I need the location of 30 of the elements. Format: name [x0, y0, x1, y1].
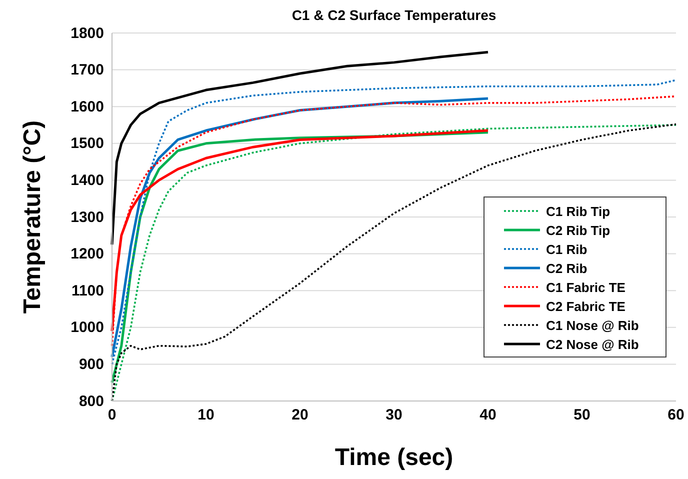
- y-tick-label: 1000: [70, 319, 104, 336]
- legend-label: C2 Rib Tip: [546, 223, 610, 238]
- legend-label: C2 Fabric TE: [546, 299, 626, 314]
- y-tick-label: 1300: [70, 208, 104, 226]
- x-tick-label: 50: [574, 406, 590, 424]
- y-tick-label: 1100: [71, 282, 104, 300]
- x-tick-label: 60: [668, 406, 684, 424]
- y-tick-label: 1500: [70, 135, 104, 152]
- y-tick-label: 1800: [70, 24, 104, 42]
- y-tick-label: 800: [78, 392, 104, 410]
- chart-title: C1 & C2 Surface Temperatures: [292, 7, 496, 23]
- y-tick-label: 1600: [70, 98, 104, 116]
- x-tick-label: 30: [386, 406, 402, 424]
- x-tick-label: 0: [108, 406, 116, 424]
- y-tick-label: 1700: [70, 62, 104, 79]
- legend-label: C2 Rib: [546, 261, 588, 276]
- legend-label: C1 Rib Tip: [546, 204, 610, 219]
- x-tick-label: 20: [292, 406, 308, 424]
- line-series: [110, 50, 490, 246]
- y-tick-label: 1400: [70, 172, 104, 189]
- x-axis-title: Time (sec): [334, 444, 454, 471]
- legend-label: C2 Nose @ Rib: [546, 337, 639, 352]
- legend-label: C1 Nose @ Rib: [546, 318, 639, 333]
- legend-label: C1 Rib: [546, 242, 588, 257]
- y-tick-label: 900: [78, 356, 104, 373]
- y-tick-label: 1200: [70, 246, 104, 263]
- legend-label: C1 Fabric TE: [546, 280, 626, 295]
- x-tick-label: 40: [480, 406, 496, 424]
- x-tick-label: 10: [198, 406, 214, 424]
- y-axis-title: Temperature (°C): [19, 120, 46, 314]
